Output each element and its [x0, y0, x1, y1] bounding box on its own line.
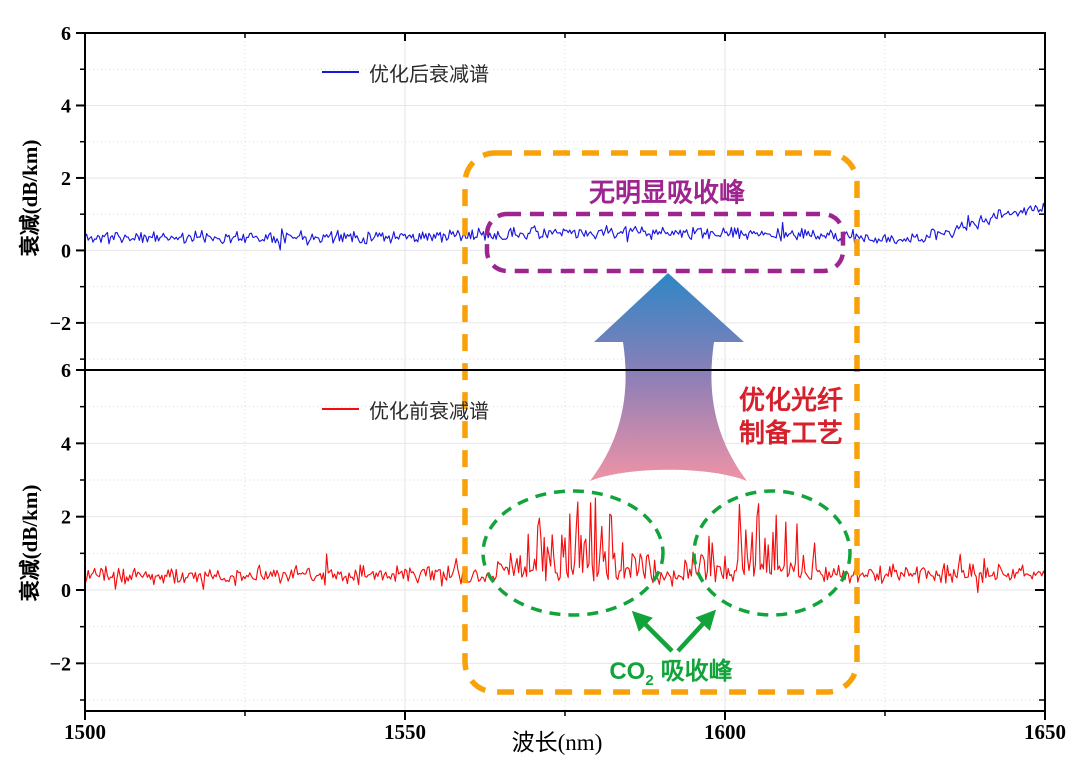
y-tick-label: 0 [61, 580, 71, 602]
y-axis-title-bottom: 衰减(dB/km) [18, 484, 42, 602]
legend-before-line-swatch [322, 408, 359, 410]
co2-ellipse-right [692, 489, 852, 617]
co2-arrow-left [631, 610, 674, 653]
y-tick-label: 4 [61, 433, 71, 455]
co2-formula: CO [609, 658, 646, 686]
legend-before-optimization: 优化前衰减谱 [322, 397, 489, 423]
y-tick-label: −2 [50, 313, 71, 335]
y-axis-title-top: 衰减(dB/km) [18, 139, 42, 257]
x-tick-label: 1550 [384, 720, 426, 744]
no-peak-dashed-box [484, 211, 846, 274]
orange-dashed-box [462, 150, 860, 695]
process-optimization-label: 优化光纤 制备工艺 [739, 384, 843, 450]
process-optimization-label-line1: 优化光纤 [738, 385, 844, 415]
legend-after-label: 优化后衰减谱 [369, 63, 489, 86]
x-axis-title: 波长(nm) [511, 730, 603, 755]
y-tick-label: 6 [61, 23, 71, 45]
legend-before-label: 优化前衰减谱 [369, 400, 489, 423]
gradient-up-arrow [590, 273, 747, 481]
y-tick-label: 6 [61, 360, 71, 382]
x-tick-label: 1500 [64, 720, 106, 744]
y-tick-label: 0 [61, 240, 71, 262]
gridlines [85, 33, 1045, 711]
trace-bottom [84, 497, 1046, 594]
co2-arrow-right [676, 609, 717, 653]
co2-subscript: 2 [645, 671, 654, 689]
axes: 6 4 2 0 −2 6 4 2 0 −2 1500 1550 1600 1650 [50, 23, 1066, 744]
x-tick-label: 1600 [704, 720, 746, 744]
y-tick-label: −2 [50, 653, 71, 675]
x-tick-label: 1650 [1024, 720, 1066, 744]
y-tick-label: 2 [61, 507, 71, 529]
legend-after-optimization: 优化后衰减谱 [322, 60, 489, 86]
co2-suffix: 吸收峰 [660, 658, 733, 686]
no-absorption-peak-label: 无明显吸收峰 [588, 177, 746, 208]
y-tick-label: 4 [61, 95, 71, 117]
y-tick-label: 2 [61, 168, 71, 190]
process-optimization-label-line2: 制备工艺 [738, 418, 844, 448]
trace-top [84, 202, 1046, 251]
co2-peak-label: CO2 吸收峰 [609, 651, 732, 689]
legend-after-line-swatch [322, 71, 359, 73]
co2-ellipse-left [481, 489, 665, 617]
